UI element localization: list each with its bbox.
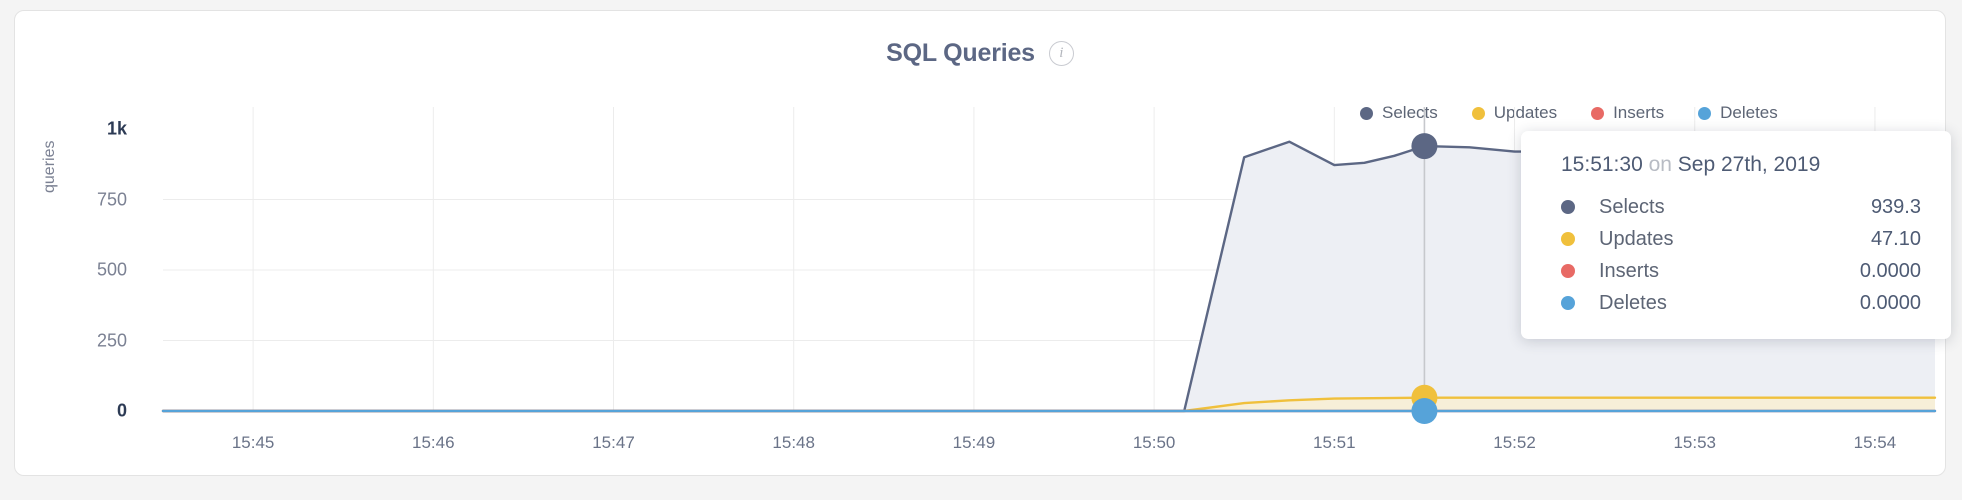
x-axis-tick-label: 15:50: [1132, 433, 1176, 452]
tooltip-row: Inserts 0.0000: [1561, 255, 1921, 287]
hover-marker-updates: [1411, 384, 1438, 411]
series-area-updates: [163, 397, 1935, 411]
tooltip-row: Selects 939.3: [1561, 191, 1921, 223]
y-axis-tick-label: 250: [96, 330, 127, 350]
tooltip-series-dot-icon: [1561, 232, 1575, 246]
sql-queries-card: SQL Queries i Selects Updates Inserts Delet…: [14, 10, 1951, 477]
tooltip-series-name: Selects: [1599, 195, 1665, 218]
tooltip-series-name: Deletes: [1599, 291, 1667, 314]
tooltip-date: Sep 27th, 2019: [1677, 153, 1821, 176]
tooltip-series-value: 0.0000: [1859, 259, 1921, 282]
tooltip-on-word: on: [1648, 153, 1672, 176]
hover-tooltip: 15:51:30 on Sep 27th, 2019 Selects 939.3 U…: [1521, 131, 1951, 339]
legend-item-deletes[interactable]: Deletes: [1698, 103, 1778, 123]
x-axis-tick-label: 15:52: [1493, 433, 1536, 452]
legend-item-selects[interactable]: Selects: [1360, 103, 1438, 123]
chart-header: SQL Queries i: [15, 39, 1945, 68]
legend-item-inserts[interactable]: Inserts: [1591, 103, 1664, 123]
tooltip-series-value: 47.10: [1870, 227, 1921, 250]
tooltip-row: Updates 47.10: [1561, 223, 1921, 255]
y-axis-tick-label: 1k: [106, 118, 127, 139]
x-axis-tick-label: 15:46: [412, 433, 455, 452]
hover-marker-deletes: [1411, 398, 1438, 424]
chart-legend: Selects Updates Inserts Deletes: [1360, 103, 1778, 123]
page-title: SQL Queries: [886, 39, 1035, 67]
y-axis-label: queries: [41, 140, 58, 193]
legend-dot-icon: [1360, 106, 1373, 120]
legend-item-label: Inserts: [1613, 103, 1665, 122]
y-axis-tick-label: 750: [96, 189, 127, 209]
x-axis-tick-label: 15:51: [1313, 433, 1356, 452]
tooltip-series-value: 0.0000: [1859, 291, 1921, 314]
tooltip-series-dot-icon: [1561, 200, 1575, 214]
hover-marker-selects: [1411, 133, 1438, 160]
series-line-updates: [161, 396, 1937, 413]
x-axis-tick-label: 15:54: [1853, 433, 1897, 452]
y-axis-ticks: 0 250 500 750 1k: [37, 11, 127, 477]
legend-item-label: Deletes: [1720, 103, 1778, 122]
legend-item-label: Selects: [1382, 103, 1438, 122]
x-axis-tick-label: 15:45: [231, 433, 275, 452]
legend-dot-icon: [1698, 106, 1712, 120]
x-axis-tick-label: 15:53: [1673, 433, 1716, 452]
legend-dot-icon: [1471, 106, 1485, 120]
tooltip-series-dot-icon: [1561, 296, 1575, 310]
tooltip-series-dot-icon: [1561, 264, 1575, 278]
y-axis-tick-label: 0: [116, 400, 127, 421]
legend-item-label: Updates: [1493, 103, 1558, 122]
tooltip-time: 15:51:30: [1561, 153, 1643, 176]
y-axis-tick-label: 500: [96, 259, 127, 280]
tooltip-row: Deletes 0.0000: [1561, 287, 1921, 319]
tooltip-series-name: Inserts: [1599, 259, 1660, 282]
legend-dot-icon: [1591, 106, 1605, 120]
x-axis-tick-label: 15:48: [772, 433, 815, 452]
tooltip-rows: Selects 939.3 Updates 47.10 Inserts 0.0000 Del…: [1561, 191, 1921, 319]
tooltip-timestamp: 15:51:30 on Sep 27th, 2019: [1561, 153, 1921, 177]
x-axis-tick-label: 15:49: [952, 433, 996, 452]
info-icon[interactable]: i: [1048, 41, 1074, 66]
x-axis-tick-label: 15:47: [592, 433, 635, 452]
tooltip-series-name: Updates: [1599, 227, 1674, 250]
tooltip-series-value: 939.3: [1870, 195, 1921, 218]
legend-item-updates[interactable]: Updates: [1471, 103, 1558, 123]
